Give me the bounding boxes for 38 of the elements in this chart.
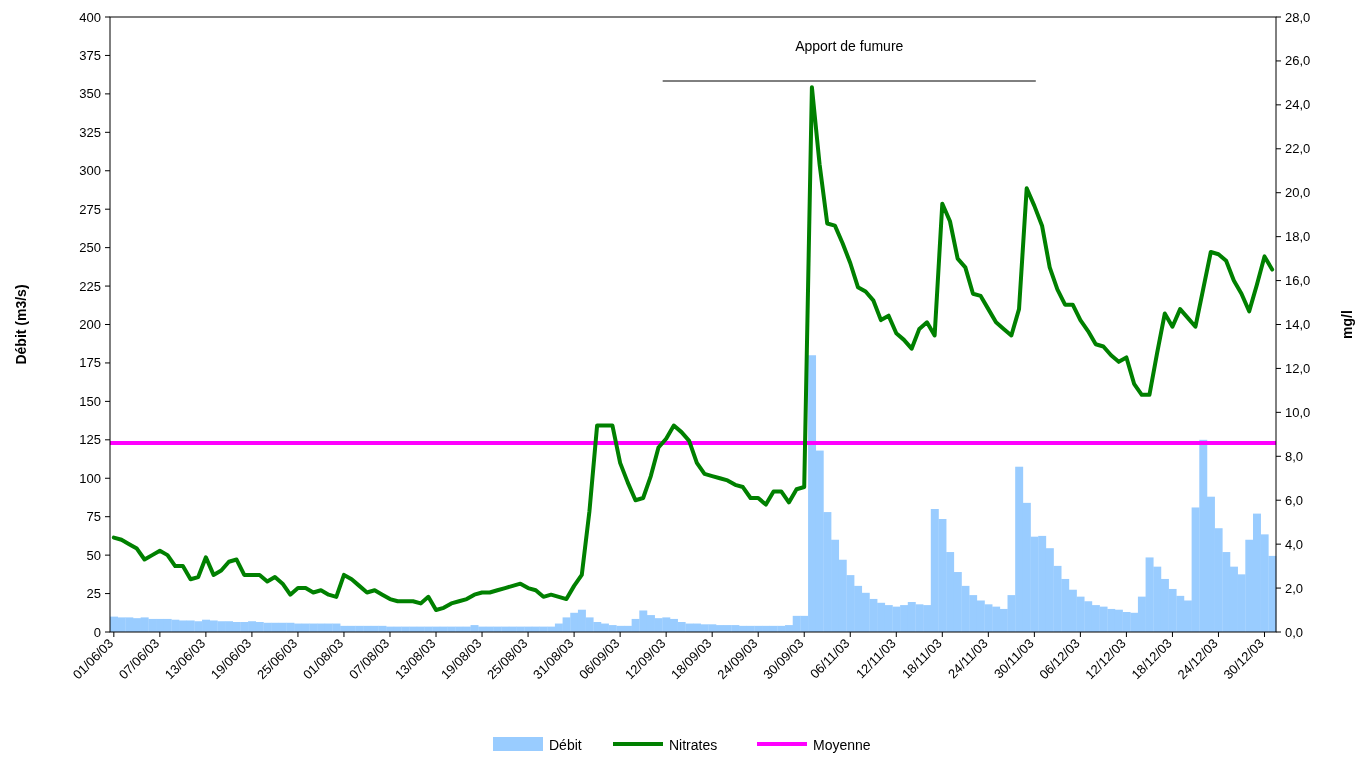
y-tick-label: 275: [79, 201, 101, 217]
y2-tick-label: 4,0: [1285, 536, 1304, 552]
y2-tick-label: 2,0: [1285, 580, 1304, 596]
y-tick-label: 175: [79, 355, 101, 371]
y-tick-label: 325: [79, 124, 101, 140]
y-axis-title: Débit (m3/s): [13, 284, 29, 365]
y2-tick-label: 26,0: [1285, 53, 1311, 69]
y-tick-label: 300: [79, 163, 101, 179]
y-tick-label: 125: [79, 432, 101, 448]
y-tick-label: 50: [86, 547, 101, 563]
y2-tick-label: 22,0: [1285, 141, 1311, 157]
y-tick-label: 225: [79, 278, 101, 294]
y2-tick-label: 28,0: [1285, 9, 1311, 25]
y2-tick-label: 18,0: [1285, 229, 1311, 245]
y2-tick-label: 16,0: [1285, 273, 1311, 289]
legend-label: Débit: [549, 736, 582, 753]
y-tick-label: 75: [86, 509, 101, 525]
y-tick-label: 25: [86, 586, 101, 602]
y2-tick-label: 0,0: [1285, 624, 1304, 640]
y2-tick-label: 24,0: [1285, 97, 1311, 113]
y2-tick-label: 8,0: [1285, 448, 1304, 464]
y-tick-label: 250: [79, 240, 101, 256]
y-tick-label: 100: [79, 470, 101, 486]
y-tick-label: 0: [93, 624, 101, 640]
legend-label: Nitrates: [669, 736, 718, 753]
y-tick-label: 150: [79, 393, 101, 409]
y-tick-label: 200: [79, 317, 101, 333]
y2-tick-label: 12,0: [1285, 360, 1311, 376]
y2-tick-label: 14,0: [1285, 317, 1311, 333]
y2-tick-label: 10,0: [1285, 404, 1311, 420]
annotation: Apport de fumure: [795, 38, 904, 54]
legend-label: Moyenne: [813, 736, 871, 753]
y2-axis-title: mg/l: [1339, 310, 1355, 339]
y2-tick-label: 20,0: [1285, 185, 1311, 201]
y-tick-label: 400: [79, 9, 101, 25]
y-tick-label: 375: [79, 47, 101, 63]
y2-tick-label: 6,0: [1285, 492, 1304, 508]
y-tick-label: 350: [79, 86, 101, 102]
